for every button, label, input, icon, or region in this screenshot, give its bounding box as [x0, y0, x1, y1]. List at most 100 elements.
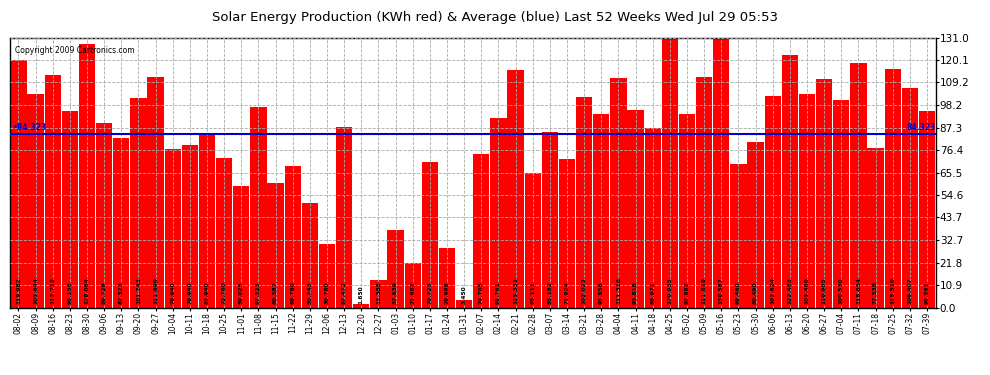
Text: 3.450: 3.450	[461, 286, 466, 304]
Text: 37.639: 37.639	[393, 282, 398, 304]
Text: 13.388: 13.388	[376, 282, 381, 304]
Text: 76.940: 76.940	[170, 282, 175, 304]
Text: 65.111: 65.111	[531, 282, 536, 304]
Text: 111.818: 111.818	[702, 278, 707, 304]
Bar	[731, 164, 746, 308]
Bar	[422, 162, 438, 308]
Bar	[696, 77, 712, 308]
Bar	[576, 97, 592, 308]
Bar	[96, 123, 112, 308]
Bar	[456, 300, 472, 307]
Bar	[473, 153, 489, 308]
Bar	[799, 94, 815, 308]
Text: 68.780: 68.780	[290, 282, 295, 304]
Bar	[199, 135, 215, 308]
Bar	[216, 158, 233, 308]
Bar	[319, 244, 336, 308]
Text: 112.712: 112.712	[50, 278, 55, 304]
Bar	[490, 118, 507, 308]
Text: 82.323: 82.323	[119, 282, 124, 304]
Text: 115.331: 115.331	[513, 278, 518, 304]
Bar	[164, 149, 181, 308]
Bar	[884, 69, 901, 308]
Text: 28.698: 28.698	[445, 282, 449, 304]
Text: 21.682: 21.682	[410, 282, 415, 304]
Bar	[79, 44, 95, 308]
Text: 1.650: 1.650	[358, 286, 363, 304]
Text: 84.323: 84.323	[906, 123, 936, 132]
Bar	[10, 60, 27, 308]
Bar	[850, 63, 866, 308]
Bar	[28, 94, 44, 308]
Bar	[644, 128, 661, 308]
Text: 83.940: 83.940	[205, 282, 210, 304]
Bar	[747, 142, 763, 308]
Bar	[370, 280, 386, 308]
Bar	[336, 127, 352, 308]
Text: 170.935: 170.935	[667, 278, 672, 304]
Bar	[610, 78, 627, 308]
Text: 78.940: 78.940	[187, 282, 192, 304]
Text: 101.743: 101.743	[136, 278, 141, 304]
Text: 119.982: 119.982	[16, 278, 21, 304]
Text: 93.856: 93.856	[599, 282, 604, 304]
Bar	[542, 132, 558, 308]
Text: 93.882: 93.882	[684, 282, 689, 304]
Bar	[250, 107, 266, 307]
Bar	[148, 77, 163, 308]
Text: •84.323: •84.323	[13, 123, 48, 132]
Bar	[661, 0, 678, 308]
Bar	[267, 183, 284, 308]
Text: 95.361: 95.361	[925, 282, 930, 304]
Bar	[302, 203, 318, 308]
Text: 74.705: 74.705	[479, 282, 484, 304]
Bar	[559, 159, 575, 308]
Text: 71.924: 71.924	[564, 282, 569, 304]
Text: 100.530: 100.530	[839, 278, 843, 304]
Bar	[919, 111, 936, 308]
Bar	[902, 88, 918, 308]
Bar	[182, 145, 198, 308]
Bar	[234, 186, 249, 308]
Text: 86.971: 86.971	[650, 282, 655, 304]
Text: 77.538: 77.538	[873, 282, 878, 304]
Text: 87.472: 87.472	[342, 282, 346, 304]
Bar	[113, 138, 130, 308]
Text: 122.463: 122.463	[787, 278, 792, 304]
Bar	[439, 248, 455, 308]
Text: Solar Energy Production (KWh red) & Average (blue) Last 52 Weeks Wed Jul 29 05:5: Solar Energy Production (KWh red) & Aver…	[212, 11, 778, 24]
Text: 103.644: 103.644	[33, 278, 38, 304]
Bar	[353, 304, 369, 307]
Text: 130.587: 130.587	[719, 278, 724, 304]
Text: 111.318: 111.318	[616, 278, 621, 304]
Text: 72.760: 72.760	[222, 282, 227, 304]
Bar	[525, 173, 541, 308]
Text: 89.729: 89.729	[102, 282, 107, 304]
Text: 102.023: 102.023	[582, 278, 587, 304]
Bar	[131, 98, 147, 308]
Text: 95.156: 95.156	[67, 282, 72, 304]
Bar	[782, 55, 798, 308]
Text: 50.743: 50.743	[307, 282, 313, 304]
Bar	[405, 263, 421, 308]
Text: 59.025: 59.025	[239, 282, 244, 304]
Bar	[387, 230, 404, 308]
Bar	[867, 148, 884, 308]
Text: 95.818: 95.818	[633, 282, 639, 304]
Bar	[284, 166, 301, 308]
Text: 97.323: 97.323	[256, 282, 261, 304]
Text: 111.890: 111.890	[153, 278, 158, 304]
Text: 91.761: 91.761	[496, 282, 501, 304]
Text: 80.490: 80.490	[753, 282, 758, 304]
Text: 85.182: 85.182	[547, 282, 552, 304]
Bar	[713, 38, 730, 308]
Bar	[593, 114, 610, 308]
Text: 69.460: 69.460	[736, 282, 741, 304]
Bar	[61, 111, 78, 308]
Text: 118.654: 118.654	[856, 278, 861, 304]
Bar	[45, 75, 61, 308]
Bar	[628, 110, 644, 308]
Text: 103.460: 103.460	[805, 278, 810, 304]
Bar	[679, 114, 695, 308]
Bar	[764, 96, 781, 308]
